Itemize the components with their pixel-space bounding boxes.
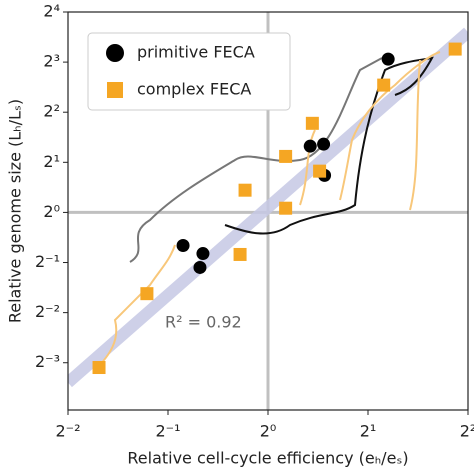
trajectory [224,56,434,235]
y-tick-label: 2⁻³ [35,352,60,371]
point [238,183,252,197]
y-tick-label: 2⁴ [43,2,60,21]
legend-label: complex FECA [137,80,251,99]
plot-area [68,12,468,410]
point [176,238,190,252]
trajectory [94,51,441,371]
point [279,201,293,215]
point [140,287,154,301]
legend [87,32,291,111]
point [448,42,462,56]
point [313,164,327,178]
legend-label: primitive FECA [137,43,255,62]
fit-line [68,27,468,388]
point [196,247,210,261]
trajectory [129,57,383,263]
y-tick-label: 2⁰ [43,202,60,221]
x-tick-label: 2⁻² [55,422,80,441]
x-tick-label: 2¹ [360,422,377,441]
point [92,361,106,375]
annotation: R² = 0.92 [165,313,242,332]
x-tick-label: 2⁻¹ [155,422,180,441]
x-tick-label: 2⁰ [260,422,277,441]
legend-marker [106,44,124,62]
point [193,260,207,274]
y-axis-label: Relative genome size (Lₕ/Lₛ) [6,99,25,323]
point [233,247,247,261]
legend-marker [107,82,123,98]
point [381,52,395,66]
x-tick-label: 2² [460,422,474,441]
point [305,116,319,130]
y-tick-label: 2² [43,102,60,121]
point [377,78,391,92]
point [279,149,293,163]
x-axis-label: Relative cell-cycle efficiency (eₕ/eₛ) [127,449,408,468]
y-tick-label: 2¹ [43,152,60,171]
y-tick-label: 2⁻¹ [35,252,60,271]
y-tick-label: 2³ [43,52,60,71]
point [317,137,331,151]
y-tick-label: 2⁻² [35,302,60,321]
point [303,139,317,153]
